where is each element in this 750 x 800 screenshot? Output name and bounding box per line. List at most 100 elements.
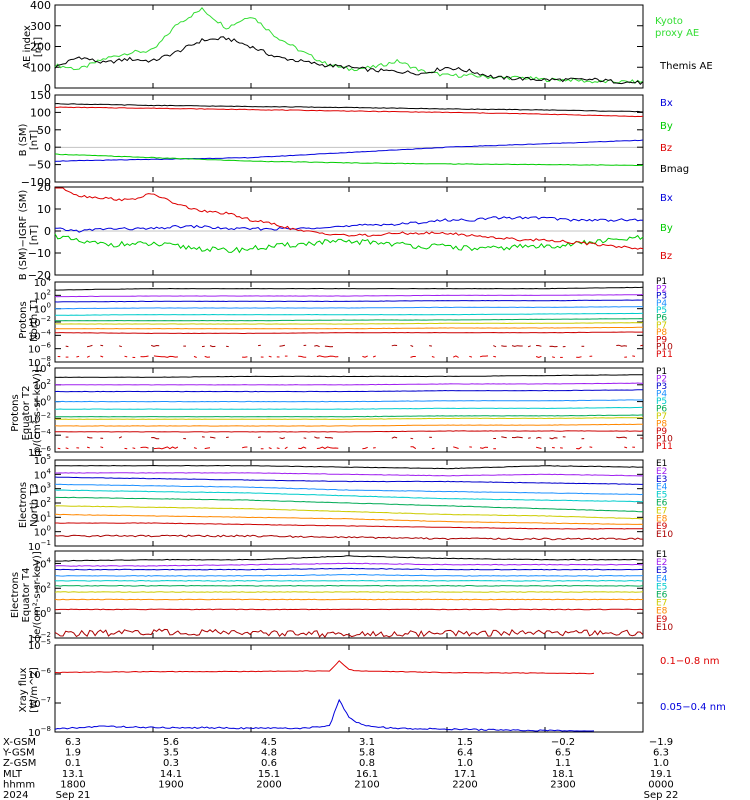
pequ-series-p11 [316, 446, 339, 450]
pnorth-legend-item: P1 [656, 277, 667, 287]
ephemeris-cell: 0.8 [359, 758, 375, 769]
pequ-series-p11 [589, 446, 593, 448]
eequ-series-e2 [54, 562, 644, 567]
pnorth-series-p11 [431, 356, 435, 358]
eequ-series-e1 [54, 555, 643, 562]
pnorth-series-p11 [153, 355, 178, 358]
eequ-legend-item: E10 [656, 623, 673, 633]
pnorth-series-p10 [527, 345, 531, 348]
enorth-legend-item: E7 [656, 506, 667, 516]
enorth-legend-item: E8 [656, 514, 668, 524]
pnorth-series-p11 [124, 355, 128, 358]
pnorth-legend-item: P6 [656, 314, 667, 324]
pequ-legend-item: P9 [656, 427, 667, 437]
enorth-series-e7 [54, 505, 644, 520]
ephemeris-row-label: Y-GSM [2, 748, 35, 759]
pequ-series-p10 [209, 436, 216, 439]
pnorth-ylabel: Protons [18, 301, 29, 338]
pequ-ylabel3: [p/(cm²-s-sr-keV)] [32, 369, 43, 457]
pequ-ytick-label: 10−6 [28, 445, 52, 459]
pnorth-series-p11 [76, 355, 80, 358]
ae-legend-proxy: proxy AE [655, 28, 699, 39]
pequ-legend-item: P11 [656, 442, 673, 452]
ephemeris-cell: 2200 [452, 779, 477, 790]
eequ-legend-item: E9 [656, 615, 668, 625]
bdiff-ytick-label: 10 [37, 203, 51, 216]
enorth-series-e6 [55, 496, 643, 513]
pequ-legend-item: P5 [656, 397, 667, 407]
xray-ytick-label: 10−7 [28, 696, 51, 710]
eequ-ylabel2: Equator T4 [21, 568, 32, 623]
pequ-series-p10 [511, 436, 523, 439]
eequ-series-e6 [54, 584, 644, 587]
ephemeris-cell: 0.3 [163, 758, 179, 769]
pequ-series-p10 [410, 437, 414, 440]
enorth-series-e9 [55, 522, 644, 530]
pequ-ytick-label: 10−2 [28, 411, 51, 425]
ae-ytick-label: 0 [44, 82, 51, 95]
pnorth-series-p11 [268, 355, 272, 358]
eequ-frame [54, 550, 644, 639]
pnorth-series-p11 [140, 355, 149, 358]
bdiff-ytick-label: −10 [28, 247, 51, 260]
pnorth-series-p11 [479, 355, 489, 358]
enorth-ytick-label: 104 [34, 467, 52, 481]
ephemeris-cell: −0.2 [551, 737, 575, 748]
ephemeris-row-label: Z-GSM [3, 758, 36, 769]
ephemeris-cell: 4.5 [261, 737, 277, 748]
pnorth-series-p10 [279, 344, 286, 347]
ephemeris-cell: 0000 [648, 779, 673, 790]
pnorth-series-p11 [242, 356, 248, 358]
pequ-legend-item: P8 [656, 420, 667, 430]
pequ-series-p10 [391, 436, 398, 439]
ae-ytick-label: 100 [30, 61, 51, 74]
bsm-series-bx [54, 139, 644, 162]
pequ-legend-item: P2 [656, 375, 667, 385]
pnorth-series-p5 [54, 312, 644, 316]
bsm-ytick-label: 150 [30, 89, 51, 102]
pequ-series-p11 [431, 447, 435, 450]
enorth-ytick-label: 103 [34, 482, 51, 496]
pnorth-ytick-label: 10−2 [28, 315, 51, 329]
pnorth-series-p11 [372, 355, 376, 358]
xray-series-00504nm [54, 698, 595, 732]
enorth-ytick-label: 105 [34, 453, 51, 467]
pnorth-series-p11 [452, 355, 459, 358]
bsm-ylabel: B (SM) [18, 123, 29, 156]
pnorth-series-p4 [54, 306, 644, 310]
pequ-series-p10 [151, 436, 160, 440]
eequ-ytick-label: 100 [34, 606, 51, 620]
eequ-ytick-label: 102 [34, 581, 51, 595]
bsm-legend-by: By [660, 121, 673, 132]
pequ-series-p1 [54, 374, 643, 378]
pequ-series-p11 [86, 446, 90, 449]
bsm-legend-bz: Bz [660, 143, 672, 154]
ae-ylabel: AE index [22, 25, 33, 69]
ae-legend-kyoto: Kyoto [655, 16, 683, 27]
pnorth-series-p11 [86, 355, 90, 358]
ae-legend-themis: Themis AE [659, 61, 713, 72]
eequ-legend-item: E6 [656, 591, 668, 601]
ephemeris-cell: 6.4 [457, 748, 473, 759]
bsm-legend-bmag: Bmag [660, 164, 689, 175]
pnorth-series-p11 [493, 355, 497, 358]
bdiff-legend-bx: Bx [660, 193, 673, 204]
eequ-series-e7 [54, 591, 644, 593]
pequ-series-p11 [410, 446, 417, 450]
pequ-series-p11 [453, 446, 459, 449]
pequ-series-p10 [535, 436, 542, 439]
pnorth-ylabel2: North T1 [29, 298, 40, 342]
bsm-ytick-label: −100 [21, 176, 51, 189]
pnorth-series-p11 [535, 355, 542, 359]
ephemeris-cell: 1.0 [653, 758, 669, 769]
pequ-series-p10 [314, 436, 320, 439]
pequ-series-p11 [57, 447, 61, 450]
pequ-legend-item: P7 [656, 412, 667, 422]
pequ-series-p10 [549, 437, 558, 440]
pnorth-series-p11 [100, 355, 104, 358]
pnorth-series-p11 [316, 355, 339, 358]
pnorth-legend-item: P8 [656, 328, 667, 338]
pnorth-series-p11 [204, 355, 211, 358]
